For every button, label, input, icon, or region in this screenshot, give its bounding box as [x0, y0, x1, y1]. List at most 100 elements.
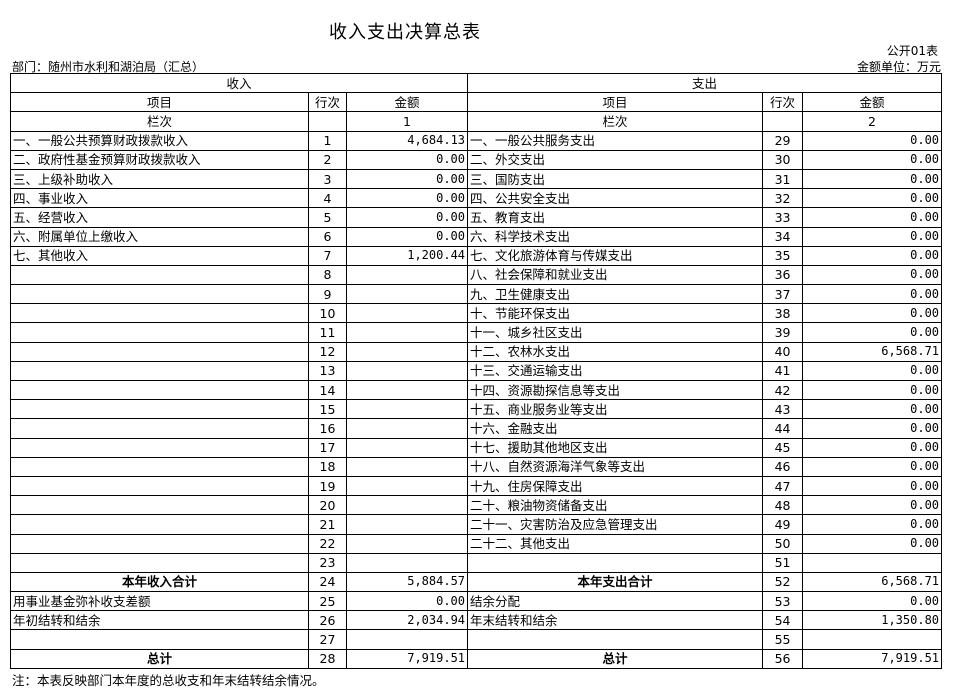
expense-item: 二十、粮油物资储备支出: [467, 495, 764, 516]
table-row: 8 八、社会保障和就业支出 36 0.00: [10, 264, 943, 286]
empty-cell: [308, 111, 347, 132]
income-amount: [345, 514, 469, 535]
expense-amount: 6,568.71: [802, 571, 943, 593]
expense-amount: 1,350.80: [802, 610, 943, 631]
department-label: 部门：随州市水利和湖泊局（汇总）: [12, 60, 205, 74]
income-item: [10, 437, 309, 458]
expense-row-number: 29: [762, 130, 804, 151]
expense-row-number: 47: [762, 475, 804, 497]
unit-label: 金额单位：万元: [856, 60, 941, 74]
income-item: 四、事业收入: [10, 188, 309, 209]
income-row-number: 4: [308, 188, 347, 209]
income-item: 年初结转和结余: [10, 610, 309, 631]
income-row-number: 16: [308, 418, 347, 439]
form-number: 公开01表: [886, 44, 938, 58]
income-amount: [345, 456, 469, 477]
expense-item: 一、一般公共服务支出: [467, 130, 764, 151]
expense-row-number: 43: [762, 399, 804, 420]
expense-row-number: 52: [762, 571, 804, 593]
expense-rowno-header: 行次: [762, 92, 804, 113]
table-row: 12 十二、农林水支出 40 6,568.71: [10, 341, 943, 362]
income-row-number: 12: [308, 341, 347, 362]
expense-item: 四、公共安全支出: [467, 188, 764, 209]
expense-row-number: 53: [762, 591, 804, 612]
income-row-number: 26: [308, 610, 347, 631]
expense-row-number: 46: [762, 456, 804, 477]
expense-amount: 0.00: [802, 226, 943, 247]
income-row-number: 3: [308, 168, 347, 190]
expense-item-header: 项目: [467, 92, 764, 113]
income-row-number: 8: [308, 264, 347, 286]
income-item: [10, 552, 309, 573]
expense-amount: 0.00: [802, 399, 943, 420]
expense-item: 总计: [467, 648, 764, 669]
income-rowno-header: 行次: [308, 92, 347, 113]
expense-amount: 0.00: [802, 591, 943, 612]
income-amount: [345, 475, 469, 497]
expense-item: 结余分配: [467, 591, 764, 612]
income-item: [10, 284, 309, 305]
expense-amount: 0.00: [802, 303, 943, 324]
income-row-number: 9: [308, 284, 347, 305]
expense-amount: 0.00: [802, 533, 943, 554]
income-amount: 4,684.13: [345, 130, 469, 151]
income-amount: 1,200.44: [345, 245, 469, 266]
expense-item: [467, 629, 764, 650]
income-row-number: 6: [308, 226, 347, 247]
income-amount: [345, 629, 469, 650]
table-row: 四、事业收入 4 0.00 四、公共安全支出 32 0.00: [10, 188, 943, 209]
income-amount: [345, 533, 469, 554]
income-column-number: 1: [345, 111, 469, 132]
income-item: [10, 264, 309, 286]
expense-row-number: 45: [762, 437, 804, 458]
column-number-row: 栏次 1 栏次 2: [10, 111, 943, 132]
income-item: [10, 629, 309, 650]
income-amount: [345, 552, 469, 573]
income-item: [10, 533, 309, 554]
expense-column-number: 2: [802, 111, 943, 132]
income-amount: [345, 418, 469, 439]
income-amount: [345, 495, 469, 516]
expense-row-number: 56: [762, 648, 804, 669]
expense-amount: 0.00: [802, 284, 943, 305]
expense-item: 三、国防支出: [467, 168, 764, 190]
expense-row-number: 40: [762, 341, 804, 362]
expense-row-number: 39: [762, 322, 804, 343]
table-row: 六、附属单位上缴收入 6 0.00 六、科学技术支出 34 0.00: [10, 226, 943, 247]
income-item: [10, 418, 309, 439]
expense-amount: 0.00: [802, 437, 943, 458]
income-row-number: 17: [308, 437, 347, 458]
expense-row-number: 50: [762, 533, 804, 554]
expense-row-number: 41: [762, 360, 804, 382]
table-row: 七、其他收入 7 1,200.44 七、文化旅游体育与传媒支出 35 0.00: [10, 245, 943, 266]
table-row: 一、一般公共预算财政拨款收入 1 4,684.13 一、一般公共服务支出 29 0.00: [10, 130, 943, 151]
expense-row-number: 55: [762, 629, 804, 650]
expense-item: 二十一、灾害防治及应急管理支出: [467, 514, 764, 535]
table-row: 年初结转和结余 26 2,034.94 年末结转和结余 54 1,350.80: [10, 610, 943, 631]
income-row-number: 11: [308, 322, 347, 343]
expense-item: 十二、农林水支出: [467, 341, 764, 362]
income-item: 六、附属单位上缴收入: [10, 226, 309, 247]
income-row-number: 19: [308, 475, 347, 497]
expense-column-label: 栏次: [467, 111, 764, 132]
income-row-number: 2: [308, 149, 347, 170]
expense-item: 六、科学技术支出: [467, 226, 764, 247]
income-row-number: 20: [308, 495, 347, 516]
income-item-header: 项目: [10, 92, 309, 113]
expense-amount: [802, 552, 943, 573]
table-row: 17 十七、援助其他地区支出 45 0.00: [10, 437, 943, 458]
income-row-number: 7: [308, 245, 347, 266]
income-amount: [345, 303, 469, 324]
table-row: 22 二十二、其他支出 50 0.00: [10, 533, 943, 554]
expense-item: 八、社会保障和就业支出: [467, 264, 764, 286]
expense-amount: 0.00: [802, 130, 943, 151]
income-amount: [345, 341, 469, 362]
expense-amount: 0.00: [802, 149, 943, 170]
expense-header: 支出: [467, 72, 943, 94]
income-row-number: 23: [308, 552, 347, 573]
income-amount: [345, 399, 469, 420]
income-row-number: 27: [308, 629, 347, 650]
income-header: 收入: [9, 72, 469, 94]
expense-item: 十、节能环保支出: [467, 303, 764, 324]
table-row: 20 二十、粮油物资储备支出 48 0.00: [10, 495, 943, 516]
